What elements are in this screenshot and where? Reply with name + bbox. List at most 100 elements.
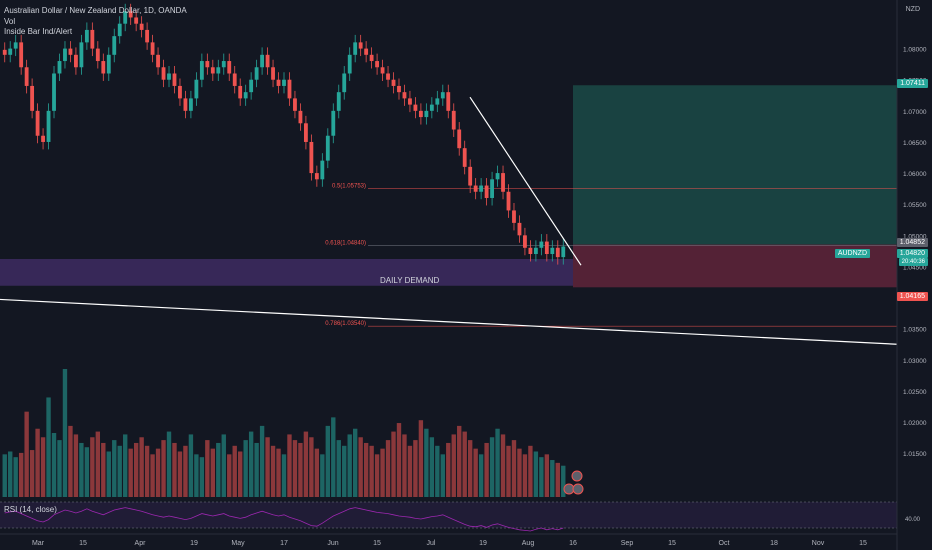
volume-bar [254,442,259,497]
rsi-legend[interactable]: RSI (14, close) [4,505,57,514]
symbol-title[interactable]: Australian Dollar / New Zealand Dollar, … [4,6,187,15]
volume-bar [117,445,122,497]
volume-bar [336,440,341,497]
volume-bar [24,411,29,497]
candle-body [347,54,352,74]
volume-bar [183,445,188,497]
volume-bar [544,454,550,497]
price-axis-tick: 1.06500 [903,140,927,147]
candle-body [539,241,544,248]
volume-bar [227,454,232,497]
volume-bar [112,440,117,497]
candle-body [550,247,555,255]
volume-bar [281,454,287,497]
candle-body [188,98,193,111]
candle-body [63,48,67,62]
volume-bar [429,437,435,497]
volume-bar [194,454,199,497]
candle-body [254,67,259,80]
target-price-tag: 1.07411 [897,79,928,88]
volume-bar [2,454,7,497]
candle-body [172,73,177,86]
candle-body [210,67,215,74]
candle-body [358,42,363,49]
volume-bar [478,454,484,497]
volume-bar [484,442,489,497]
volume-bar [90,437,95,497]
volume-bar [216,442,221,497]
volume-bar [287,434,292,497]
target-zone [573,85,897,245]
time-axis-tick: Sep [621,540,634,547]
vol-legend[interactable]: Vol [4,17,16,26]
volume-bar [489,437,495,497]
volume-bar [73,434,79,497]
candle-body [468,166,473,186]
rsi-band [0,502,897,528]
candle-body [314,173,319,180]
volume-bar [95,431,101,497]
price-axis-tick: 1.02000 [903,420,927,427]
symbol-tag: AUDNZD [834,249,870,258]
time-axis-tick: 17 [280,540,288,547]
candle-body [46,110,51,142]
candle-body [2,49,7,55]
volume-bar [8,451,13,497]
candle-body [342,73,347,93]
rsi-level-tick: 40.00 [904,517,920,523]
volume-bar [298,442,303,497]
fib-label: 0.5(1.05753) [332,183,366,189]
candle-body [101,61,106,74]
candle-body [41,135,45,142]
candle-body [74,54,78,68]
volume-bar [205,440,210,497]
volume-bar [150,454,155,497]
candle-body [364,48,369,55]
time-axis-tick: 15 [79,540,87,547]
candle-body [249,79,254,93]
volume-bar [243,440,248,497]
alert-icon [571,470,583,482]
candle-body [369,54,374,62]
volume-bar [555,462,560,497]
volume-bar [188,434,194,497]
volume-bar [144,445,150,497]
time-axis-tick: May [231,540,245,547]
candle-body [451,110,456,130]
candle-body [457,129,462,149]
candle-body [490,179,494,198]
time-axis-tick: 18 [770,540,778,547]
candle-body [227,61,232,74]
volume-bar [292,440,298,497]
volume-bar [139,437,144,497]
price-axis-tick: 1.03000 [903,358,927,365]
indicator-legend[interactable]: Inside Bar Ind/Alert [4,27,73,36]
price-axis-tick: 1.02500 [903,389,927,396]
volume-bar [68,425,73,497]
candle-body [260,54,265,68]
candle-body [413,104,418,111]
candle-body [402,92,407,99]
candle-body [397,85,401,93]
volume-bar [259,425,265,497]
candle-body [161,67,166,80]
candle-body [293,98,297,111]
candle-body [57,61,62,74]
price-axis-tick: 1.06000 [903,171,927,178]
volume-bar [62,369,68,497]
long-trend-line [0,298,898,345]
candle-body [506,191,511,211]
demand-zone [0,258,573,286]
time-axis-tick: 15 [859,540,867,547]
volume-bar [374,454,380,497]
candle-body [408,98,412,105]
time-axis-tick: 19 [190,540,198,547]
volume-bar [342,445,347,497]
volume-bar [533,451,539,497]
volume-bar [457,425,462,497]
volume-bar [172,442,177,497]
candle-body [325,135,330,161]
candle-body [52,73,56,111]
candle-body [156,54,160,68]
